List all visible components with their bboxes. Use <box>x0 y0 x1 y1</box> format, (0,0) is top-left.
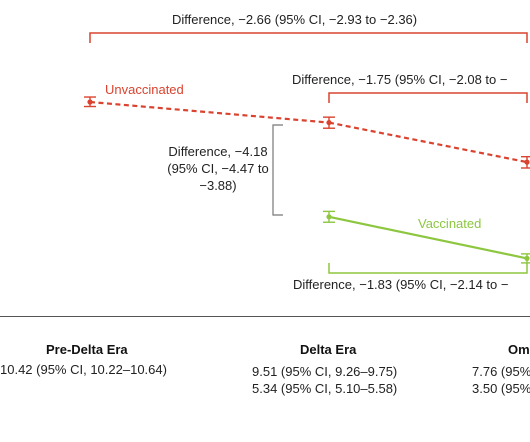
table-cell-vax-delta: 5.34 (95% CI, 5.10–5.58) <box>252 381 398 396</box>
bracket-bottom-difference <box>328 263 528 274</box>
series-label-vaccinated: Vaccinated <box>418 216 482 231</box>
annotation-mid-difference: Difference, −1.75 (95% CI, −2.08 to − <box>292 72 508 87</box>
bracket-mid-difference <box>328 92 528 103</box>
data-point-vaccinated-1 <box>326 214 332 220</box>
bracket-left-difference <box>272 124 283 216</box>
table-cell-unvax-delta: 9.51 (95% CI, 9.26–9.75) <box>252 364 398 379</box>
table-cell-vax-omicron: 3.50 (95% <box>472 381 530 396</box>
series-line-unvaccinated-1 <box>328 121 528 164</box>
data-point-vaccinated-2 <box>524 255 530 261</box>
annotation-left-difference: Difference, −4.18 (95% CI, −4.47 to −3.8… <box>167 144 269 193</box>
series-label-unvaccinated: Unvaccinated <box>105 82 184 97</box>
era-label-pre-delta: Pre-Delta Era <box>46 342 128 357</box>
era-label-omicron: Om <box>508 342 530 357</box>
series-line-vaccinated-0 <box>328 215 528 260</box>
era-label-delta: Delta Era <box>300 342 357 357</box>
annotation-top-difference: Difference, −2.66 (95% CI, −2.93 to −2.3… <box>172 12 418 27</box>
chart-svg <box>84 32 530 274</box>
series-line-unvaccinated-0 <box>89 100 330 124</box>
bracket-top-difference <box>89 32 528 43</box>
data-point-unvaccinated-2 <box>524 159 530 165</box>
data-point-unvaccinated-1 <box>326 119 332 126</box>
table-cell-unvax-pre-delta: 10.42 (95% CI, 10.22–10.64) <box>0 362 167 377</box>
annotation-bottom-difference: Difference, −1.83 (95% CI, −2.14 to − <box>293 277 509 292</box>
data-point-unvaccinated-0 <box>87 99 93 105</box>
table-divider <box>0 316 530 317</box>
table-cell-unvax-omicron: 7.76 (95% <box>472 364 530 379</box>
